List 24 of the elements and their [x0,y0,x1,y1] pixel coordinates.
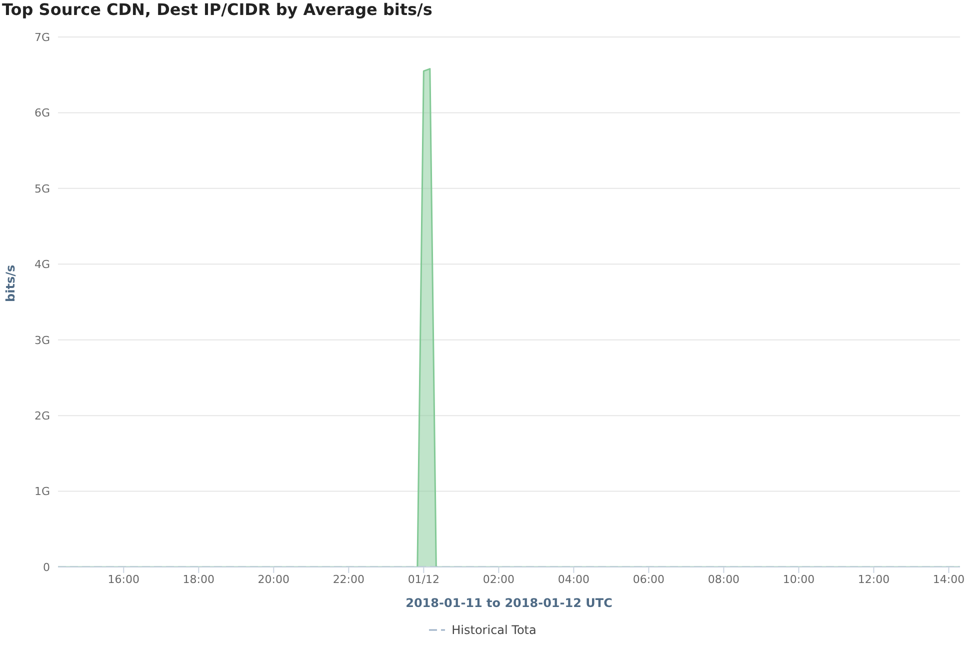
legend-label: Historical Tota [452,623,536,637]
x-tick-label: 04:00 [558,572,590,586]
x-tick-label: 14:00 [932,572,965,586]
x-tick-label: 02:00 [482,572,515,586]
x-tick-label: 18:00 [182,572,214,586]
x-tick-label: 22:00 [332,572,365,586]
y-tick-label: 1G [34,485,50,498]
y-tick-label: 5G [34,182,50,196]
chart-title: Top Source CDN, Dest IP/CIDR by Average bits/s [1,0,434,21]
y-tick-label: 4G [34,258,50,272]
x-tick-label: 06:00 [632,572,665,586]
x-tick-label: 01/12 [408,572,440,586]
y-tick-label: 6G [34,106,50,120]
y-axis-title: bits/s [3,264,18,302]
x-tick-label: 08:00 [708,572,740,586]
x-tick-label: 12:00 [858,572,890,586]
x-tick-label: 16:00 [108,572,140,586]
y-tick-label: 0 [43,560,50,574]
y-tick-label: 3G [34,334,50,347]
x-tick-label: 10:00 [782,572,815,586]
y-tick-label: 2G [34,409,50,422]
x-axis-title: 2018-01-11 to 2018-01-12 UTC [406,596,613,610]
y-tick-label: 7G [34,30,50,44]
x-tick-label: 20:00 [258,572,290,586]
